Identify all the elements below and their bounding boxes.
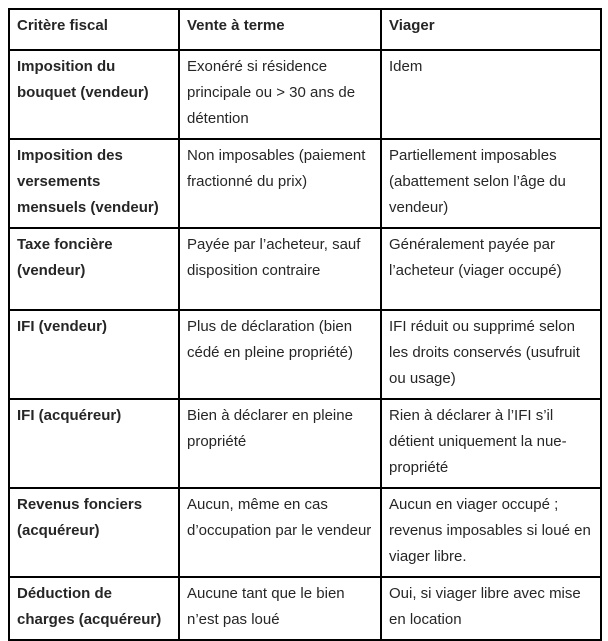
row-label: IFI (acquéreur) xyxy=(8,398,180,489)
cell-vente: Bien à déclarer en pleine propriété xyxy=(178,398,382,489)
cell-vente: Aucun, même en cas d’occupation par le v… xyxy=(178,487,382,578)
column-header-critere-fiscal: Critère fiscal xyxy=(8,8,180,51)
cell-vente: Non imposables (paiement fractionné du p… xyxy=(178,138,382,229)
cell-viager: Rien à déclarer à l’IFI s’il détient uni… xyxy=(380,398,602,489)
cell-viager: Partiellement imposables (abattement sel… xyxy=(380,138,602,229)
cell-viager: Oui, si viager libre avec mise en locati… xyxy=(380,576,602,641)
row-label: Revenus fonciers (acquéreur) xyxy=(8,487,180,578)
table-row: Déduction de charges (acquéreur) Aucune … xyxy=(8,576,602,641)
table-row: IFI (vendeur) Plus de déclaration (bien … xyxy=(8,309,602,400)
cell-viager: Aucun en viager occupé ; revenus imposab… xyxy=(380,487,602,578)
table-row: IFI (acquéreur) Bien à déclarer en plein… xyxy=(8,398,602,489)
row-label: Imposition des versements mensuels (vend… xyxy=(8,138,180,229)
cell-vente: Aucune tant que le bien n’est pas loué xyxy=(178,576,382,641)
cell-viager: Idem xyxy=(380,49,602,140)
cell-vente: Exonéré si résidence principale ou > 30 … xyxy=(178,49,382,140)
row-label: Taxe foncière (vendeur) xyxy=(8,227,180,311)
row-label: Imposition du bouquet (vendeur) xyxy=(8,49,180,140)
column-header-vente-a-terme: Vente à terme xyxy=(178,8,382,51)
table-row: Revenus fonciers (acquéreur) Aucun, même… xyxy=(8,487,602,578)
row-label: IFI (vendeur) xyxy=(8,309,180,400)
cell-viager: IFI réduit ou supprimé selon les droits … xyxy=(380,309,602,400)
cell-vente: Plus de déclaration (bien cédé en pleine… xyxy=(178,309,382,400)
row-label: Déduction de charges (acquéreur) xyxy=(8,576,180,641)
cell-viager: Généralement payée par l’acheteur (viage… xyxy=(380,227,602,311)
fiscal-comparison-table: Critère fiscal Vente à terme Viager Impo… xyxy=(8,8,602,641)
table-row: Imposition du bouquet (vendeur) Exonéré … xyxy=(8,49,602,140)
table-row: Taxe foncière (vendeur) Payée par l’ache… xyxy=(8,227,602,311)
table-row: Imposition des versements mensuels (vend… xyxy=(8,138,602,229)
column-header-viager: Viager xyxy=(380,8,602,51)
header-row: Critère fiscal Vente à terme Viager xyxy=(8,8,602,51)
cell-vente: Payée par l’acheteur, sauf disposition c… xyxy=(178,227,382,311)
